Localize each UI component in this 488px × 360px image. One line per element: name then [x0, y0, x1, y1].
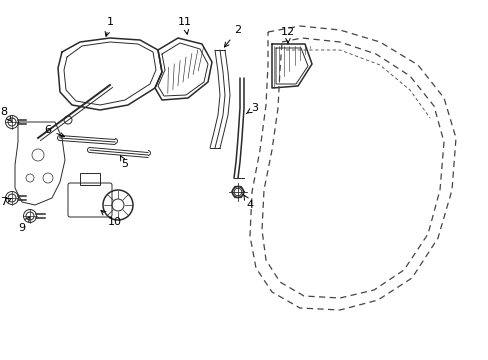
- Text: 11: 11: [178, 17, 192, 34]
- Text: 5: 5: [120, 156, 128, 169]
- Text: 4: 4: [243, 195, 253, 210]
- Text: 8: 8: [0, 107, 12, 122]
- Text: 6: 6: [44, 125, 64, 137]
- Text: 1: 1: [105, 17, 113, 36]
- Text: 9: 9: [19, 217, 29, 233]
- Text: 3: 3: [246, 103, 258, 113]
- Text: 2: 2: [224, 25, 241, 47]
- Text: 12: 12: [281, 27, 294, 43]
- Text: 7: 7: [0, 197, 11, 207]
- Text: 10: 10: [101, 211, 122, 227]
- Bar: [80, 173, 100, 185]
